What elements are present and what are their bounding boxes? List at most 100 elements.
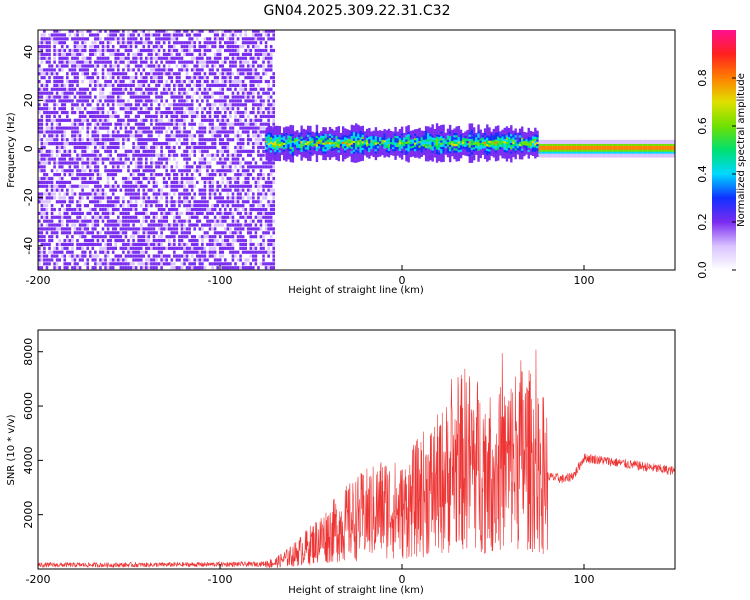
spectrogram-cell <box>60 223 64 227</box>
spectrogram-cell <box>374 155 378 158</box>
spectrogram-cell <box>76 254 79 258</box>
spectrogram-cell <box>195 91 199 95</box>
spectrogram-cell <box>341 145 345 149</box>
spectrogram-cell <box>55 180 59 184</box>
spectrogram-cell <box>96 196 100 200</box>
spectrogram-cell <box>48 238 51 243</box>
spectrogram-cell <box>328 135 332 139</box>
spectrogram-cell <box>91 266 95 270</box>
spectrogram-cell <box>249 184 253 188</box>
spectrogram-cell <box>137 227 140 231</box>
spectrogram-cell <box>249 126 253 130</box>
spectrogram-cell <box>213 91 217 95</box>
spectrogram-cell <box>91 76 95 80</box>
spectrogram-cell <box>226 169 230 173</box>
spectrogram-cell <box>267 242 270 247</box>
spectrogram-cell <box>114 173 118 177</box>
spectrogram-cell <box>188 169 191 173</box>
spectrogram-cell <box>272 231 276 235</box>
spectrogram-cell <box>142 79 146 84</box>
spectrogram-cell <box>357 159 360 163</box>
spectrogram-cell <box>145 149 148 153</box>
spectrogram-cell <box>137 48 140 53</box>
spectrogram-cell <box>137 79 140 84</box>
spectrogram-cell <box>127 52 130 56</box>
spectrogram-cell <box>40 204 44 208</box>
spectrogram-cell <box>48 60 51 64</box>
spectrogram-cell <box>40 196 44 200</box>
spectrogram-cell <box>361 154 364 157</box>
spectrogram-cell <box>262 64 265 68</box>
spectrogram-cell <box>269 29 273 33</box>
spectrogram-cell <box>381 137 384 140</box>
spectrogram-cell <box>48 142 51 146</box>
spectrogram-cell <box>208 219 212 223</box>
spectrogram-cell <box>155 95 158 99</box>
spectrogram-cell <box>262 161 265 165</box>
spectrogram-cell <box>38 200 41 204</box>
spectrogram-cell <box>170 76 174 80</box>
spectrogram-cell <box>206 180 209 184</box>
spectrogram-cell <box>116 138 120 142</box>
spectrogram-cell <box>139 107 143 111</box>
spectrogram-cell <box>195 37 199 41</box>
spectrogram-cell <box>145 56 148 60</box>
spectrogram-cell <box>206 87 209 91</box>
spectrogram-cell <box>165 33 168 37</box>
spectrogram-cell <box>337 136 340 140</box>
spectrogram-cell <box>180 107 184 111</box>
spectrogram-cell <box>208 107 212 111</box>
spectrogram-cell <box>257 211 260 216</box>
spectrogram-cell <box>350 146 354 150</box>
spectrogram-cell <box>116 231 120 235</box>
spectrogram-cell <box>269 48 273 53</box>
spectrogram-cell <box>208 87 212 91</box>
spectrogram-cell <box>252 29 255 33</box>
spectrogram-cell <box>111 258 115 262</box>
spectrogram-cell <box>43 176 46 181</box>
spectrogram-cell <box>198 33 202 37</box>
spectrogram-cell <box>246 192 250 196</box>
spectrogram-cell <box>175 48 179 53</box>
spectrogram-cell <box>173 231 176 235</box>
spectrogram-cell <box>236 68 240 72</box>
spectrogram-cell <box>208 161 212 165</box>
spectrogram-cell <box>246 41 250 45</box>
spectrogram-cell <box>137 68 140 72</box>
spectrogram-cell <box>249 95 253 99</box>
spectrogram-cell <box>231 242 235 247</box>
spectrogram-cell <box>231 79 235 84</box>
spectrogram-cell <box>101 215 105 219</box>
spectrogram-cell <box>226 184 230 188</box>
spectrogram-cell <box>257 215 260 219</box>
spectrogram-cell <box>170 207 174 212</box>
spectrogram-cell <box>55 76 59 80</box>
spectrogram-cell <box>185 165 189 169</box>
spectrogram-cell <box>252 219 255 223</box>
spectrogram-cell <box>254 56 258 60</box>
spectrogram-cell <box>234 52 237 56</box>
spectrogram-cell <box>167 87 171 91</box>
spectrogram-cell <box>398 131 402 134</box>
spectrogram-cell <box>363 137 367 141</box>
spectrogram-cell <box>109 41 112 45</box>
spectrogram-cell <box>66 95 69 99</box>
spectrogram-cell <box>132 145 135 150</box>
spectrogram-cell <box>221 60 225 64</box>
spectrogram-cell <box>132 192 135 196</box>
spectrogram-cell <box>241 79 245 84</box>
spectrogram-cell <box>361 158 364 161</box>
spectrogram-cell <box>385 147 389 151</box>
spectrogram-cell <box>165 83 168 88</box>
spectrogram-cell <box>127 37 130 41</box>
spectrogram-cell <box>326 132 330 136</box>
spectrogram-cell <box>265 138 268 141</box>
spectrogram-cell <box>104 192 107 196</box>
spectrogram-cell <box>53 114 56 119</box>
spectrogram-cell <box>162 48 166 53</box>
spectrogram-cell <box>45 122 49 126</box>
spectrogram-cell <box>147 138 151 142</box>
spectrogram-cell <box>231 192 235 196</box>
spectrogram-cell <box>383 133 386 136</box>
spectrogram-cell <box>162 258 166 262</box>
